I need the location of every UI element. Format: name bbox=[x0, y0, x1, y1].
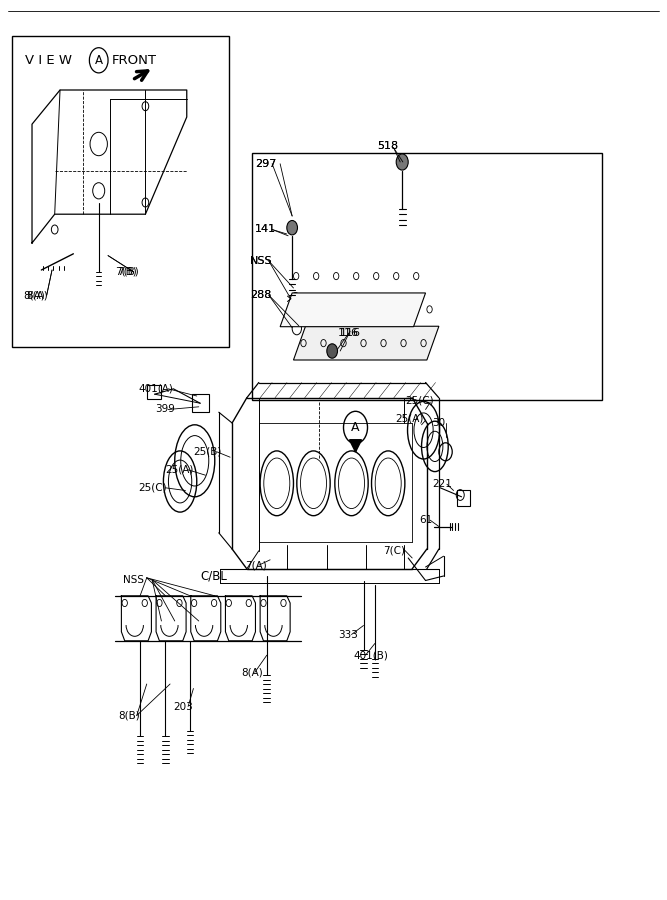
Text: 8(B): 8(B) bbox=[119, 710, 141, 721]
Text: 25(C): 25(C) bbox=[139, 482, 167, 493]
Text: 25(A): 25(A) bbox=[396, 413, 424, 424]
Text: NSS: NSS bbox=[123, 574, 144, 585]
Text: 7(C): 7(C) bbox=[384, 545, 406, 556]
Text: A: A bbox=[95, 54, 103, 67]
Text: 288: 288 bbox=[250, 290, 271, 301]
Text: 221: 221 bbox=[432, 479, 452, 490]
Bar bbox=[147, 385, 161, 399]
Text: 8(A): 8(A) bbox=[241, 667, 263, 678]
Bar bbox=[457, 490, 470, 506]
Text: NSS: NSS bbox=[250, 256, 273, 266]
Bar bbox=[12, 36, 229, 346]
Text: 401(B): 401(B) bbox=[354, 650, 388, 661]
Circle shape bbox=[287, 220, 297, 235]
Text: NSS: NSS bbox=[250, 256, 273, 266]
Text: 116: 116 bbox=[338, 328, 359, 338]
Text: V I E W: V I E W bbox=[25, 54, 72, 67]
Text: A: A bbox=[352, 421, 360, 434]
Circle shape bbox=[327, 344, 338, 358]
Text: 288: 288 bbox=[250, 290, 271, 301]
Text: 7(B): 7(B) bbox=[115, 266, 137, 277]
Text: 203: 203 bbox=[173, 701, 193, 712]
Text: 8(A): 8(A) bbox=[27, 290, 49, 301]
Polygon shape bbox=[280, 293, 426, 327]
Text: 7(B): 7(B) bbox=[117, 266, 139, 277]
Text: 297: 297 bbox=[255, 158, 276, 169]
Polygon shape bbox=[293, 327, 439, 360]
Text: 141: 141 bbox=[255, 224, 276, 235]
Text: 518: 518 bbox=[377, 140, 398, 151]
Bar bbox=[192, 394, 209, 412]
Text: 8(A): 8(A) bbox=[23, 290, 45, 301]
Text: 25(A): 25(A) bbox=[165, 464, 194, 475]
Text: FRONT: FRONT bbox=[112, 54, 157, 67]
Text: 518: 518 bbox=[377, 140, 398, 151]
Bar bbox=[252, 153, 602, 400]
Text: 333: 333 bbox=[338, 629, 358, 640]
Text: 401(A): 401(A) bbox=[139, 383, 173, 394]
Text: 25(B): 25(B) bbox=[193, 446, 222, 457]
Text: 25(C): 25(C) bbox=[406, 395, 434, 406]
Text: 141: 141 bbox=[255, 224, 276, 235]
Circle shape bbox=[396, 154, 408, 170]
Text: 399: 399 bbox=[155, 404, 175, 415]
Text: 297: 297 bbox=[255, 158, 276, 169]
Text: 116: 116 bbox=[340, 328, 361, 338]
Text: 7(A): 7(A) bbox=[245, 560, 267, 571]
Text: C/BL: C/BL bbox=[200, 570, 227, 582]
Text: 61: 61 bbox=[419, 515, 432, 526]
Text: 30: 30 bbox=[432, 418, 446, 428]
